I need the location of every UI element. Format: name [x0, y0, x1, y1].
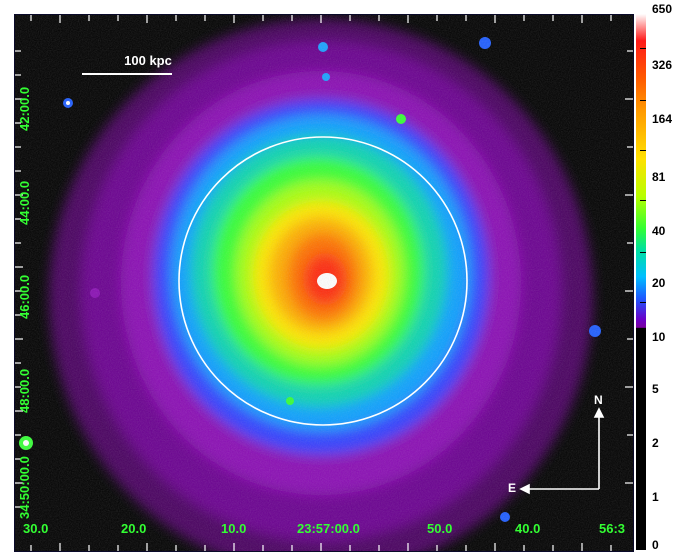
colorbar-tick	[640, 302, 646, 303]
colorbar-label: 40	[652, 224, 665, 238]
colorbar-tick	[640, 200, 646, 201]
colorbar-tick	[640, 352, 646, 353]
colorbar-label: 5	[652, 382, 659, 396]
dec-label: 46:00.0	[17, 275, 32, 319]
north-label: N	[594, 393, 603, 407]
scale-bar	[82, 73, 172, 75]
colorbar-tick	[640, 48, 646, 49]
colorbar-label: 2	[652, 436, 659, 450]
colorbar-label: 20	[652, 276, 665, 290]
ra-label: 56:3	[599, 521, 625, 536]
ra-label: 23:57:00.0	[297, 521, 360, 536]
dec-label: 34:50:00.0	[17, 456, 32, 519]
colorbar-tick	[640, 252, 646, 253]
ra-label: 30.0	[23, 521, 48, 536]
xray-emission-map	[15, 15, 633, 551]
dec-label: 42:00.0	[17, 87, 32, 131]
dec-label: 44:00.0	[17, 181, 32, 225]
ra-label: 10.0	[221, 521, 246, 536]
east-label: E	[508, 481, 516, 495]
ra-label: 50.0	[427, 521, 452, 536]
colorbar-label: 164	[652, 112, 672, 126]
colorbar-label: 10	[652, 330, 665, 344]
colorbar-label: 0	[652, 538, 659, 552]
colorbar-label: 81	[652, 170, 665, 184]
colorbar-tick	[640, 402, 646, 403]
xray-image-panel: 100 kpc 42:00.0 44:00.0 46:00.0 48:00.0 …	[14, 14, 634, 552]
colorbar-label: 1	[652, 490, 659, 504]
ra-label: 20.0	[121, 521, 146, 536]
colorbar	[636, 14, 646, 550]
colorbar-label: 650	[652, 2, 672, 16]
colorbar-tick	[640, 502, 646, 503]
ra-label: 40.0	[515, 521, 540, 536]
scale-bar-label: 100 kpc	[103, 53, 193, 68]
dec-label: 48:00.0	[17, 369, 32, 413]
colorbar-tick	[640, 150, 646, 151]
colorbar-label: 326	[652, 58, 672, 72]
colorbar-tick	[640, 452, 646, 453]
colorbar-tick	[640, 100, 646, 101]
